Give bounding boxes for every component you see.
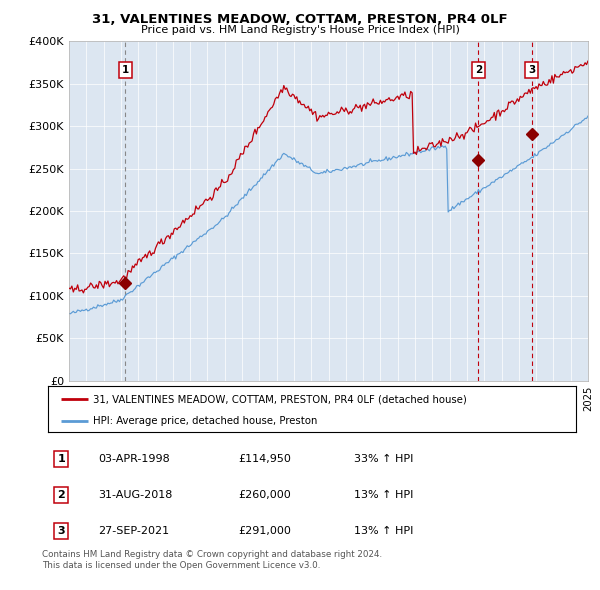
Text: 31-AUG-2018: 31-AUG-2018 [98,490,173,500]
Text: 27-SEP-2021: 27-SEP-2021 [98,526,169,536]
Text: 1: 1 [58,454,65,464]
Text: 1: 1 [122,65,129,75]
Text: Price paid vs. HM Land Registry's House Price Index (HPI): Price paid vs. HM Land Registry's House … [140,25,460,35]
Text: 13% ↑ HPI: 13% ↑ HPI [354,490,413,500]
Text: £291,000: £291,000 [238,526,291,536]
Text: 33% ↑ HPI: 33% ↑ HPI [354,454,413,464]
Text: £114,950: £114,950 [238,454,291,464]
Text: 03-APR-1998: 03-APR-1998 [98,454,170,464]
Text: This data is licensed under the Open Government Licence v3.0.: This data is licensed under the Open Gov… [42,560,320,569]
Text: £260,000: £260,000 [238,490,291,500]
Text: 2: 2 [58,490,65,500]
Text: 3: 3 [58,526,65,536]
Text: 3: 3 [528,65,535,75]
Text: 31, VALENTINES MEADOW, COTTAM, PRESTON, PR4 0LF (detached house): 31, VALENTINES MEADOW, COTTAM, PRESTON, … [93,394,467,404]
Text: HPI: Average price, detached house, Preston: HPI: Average price, detached house, Pres… [93,417,317,427]
Text: 13% ↑ HPI: 13% ↑ HPI [354,526,413,536]
Text: Contains HM Land Registry data © Crown copyright and database right 2024.: Contains HM Land Registry data © Crown c… [42,550,382,559]
Text: 31, VALENTINES MEADOW, COTTAM, PRESTON, PR4 0LF: 31, VALENTINES MEADOW, COTTAM, PRESTON, … [92,13,508,26]
Text: 2: 2 [475,65,482,75]
